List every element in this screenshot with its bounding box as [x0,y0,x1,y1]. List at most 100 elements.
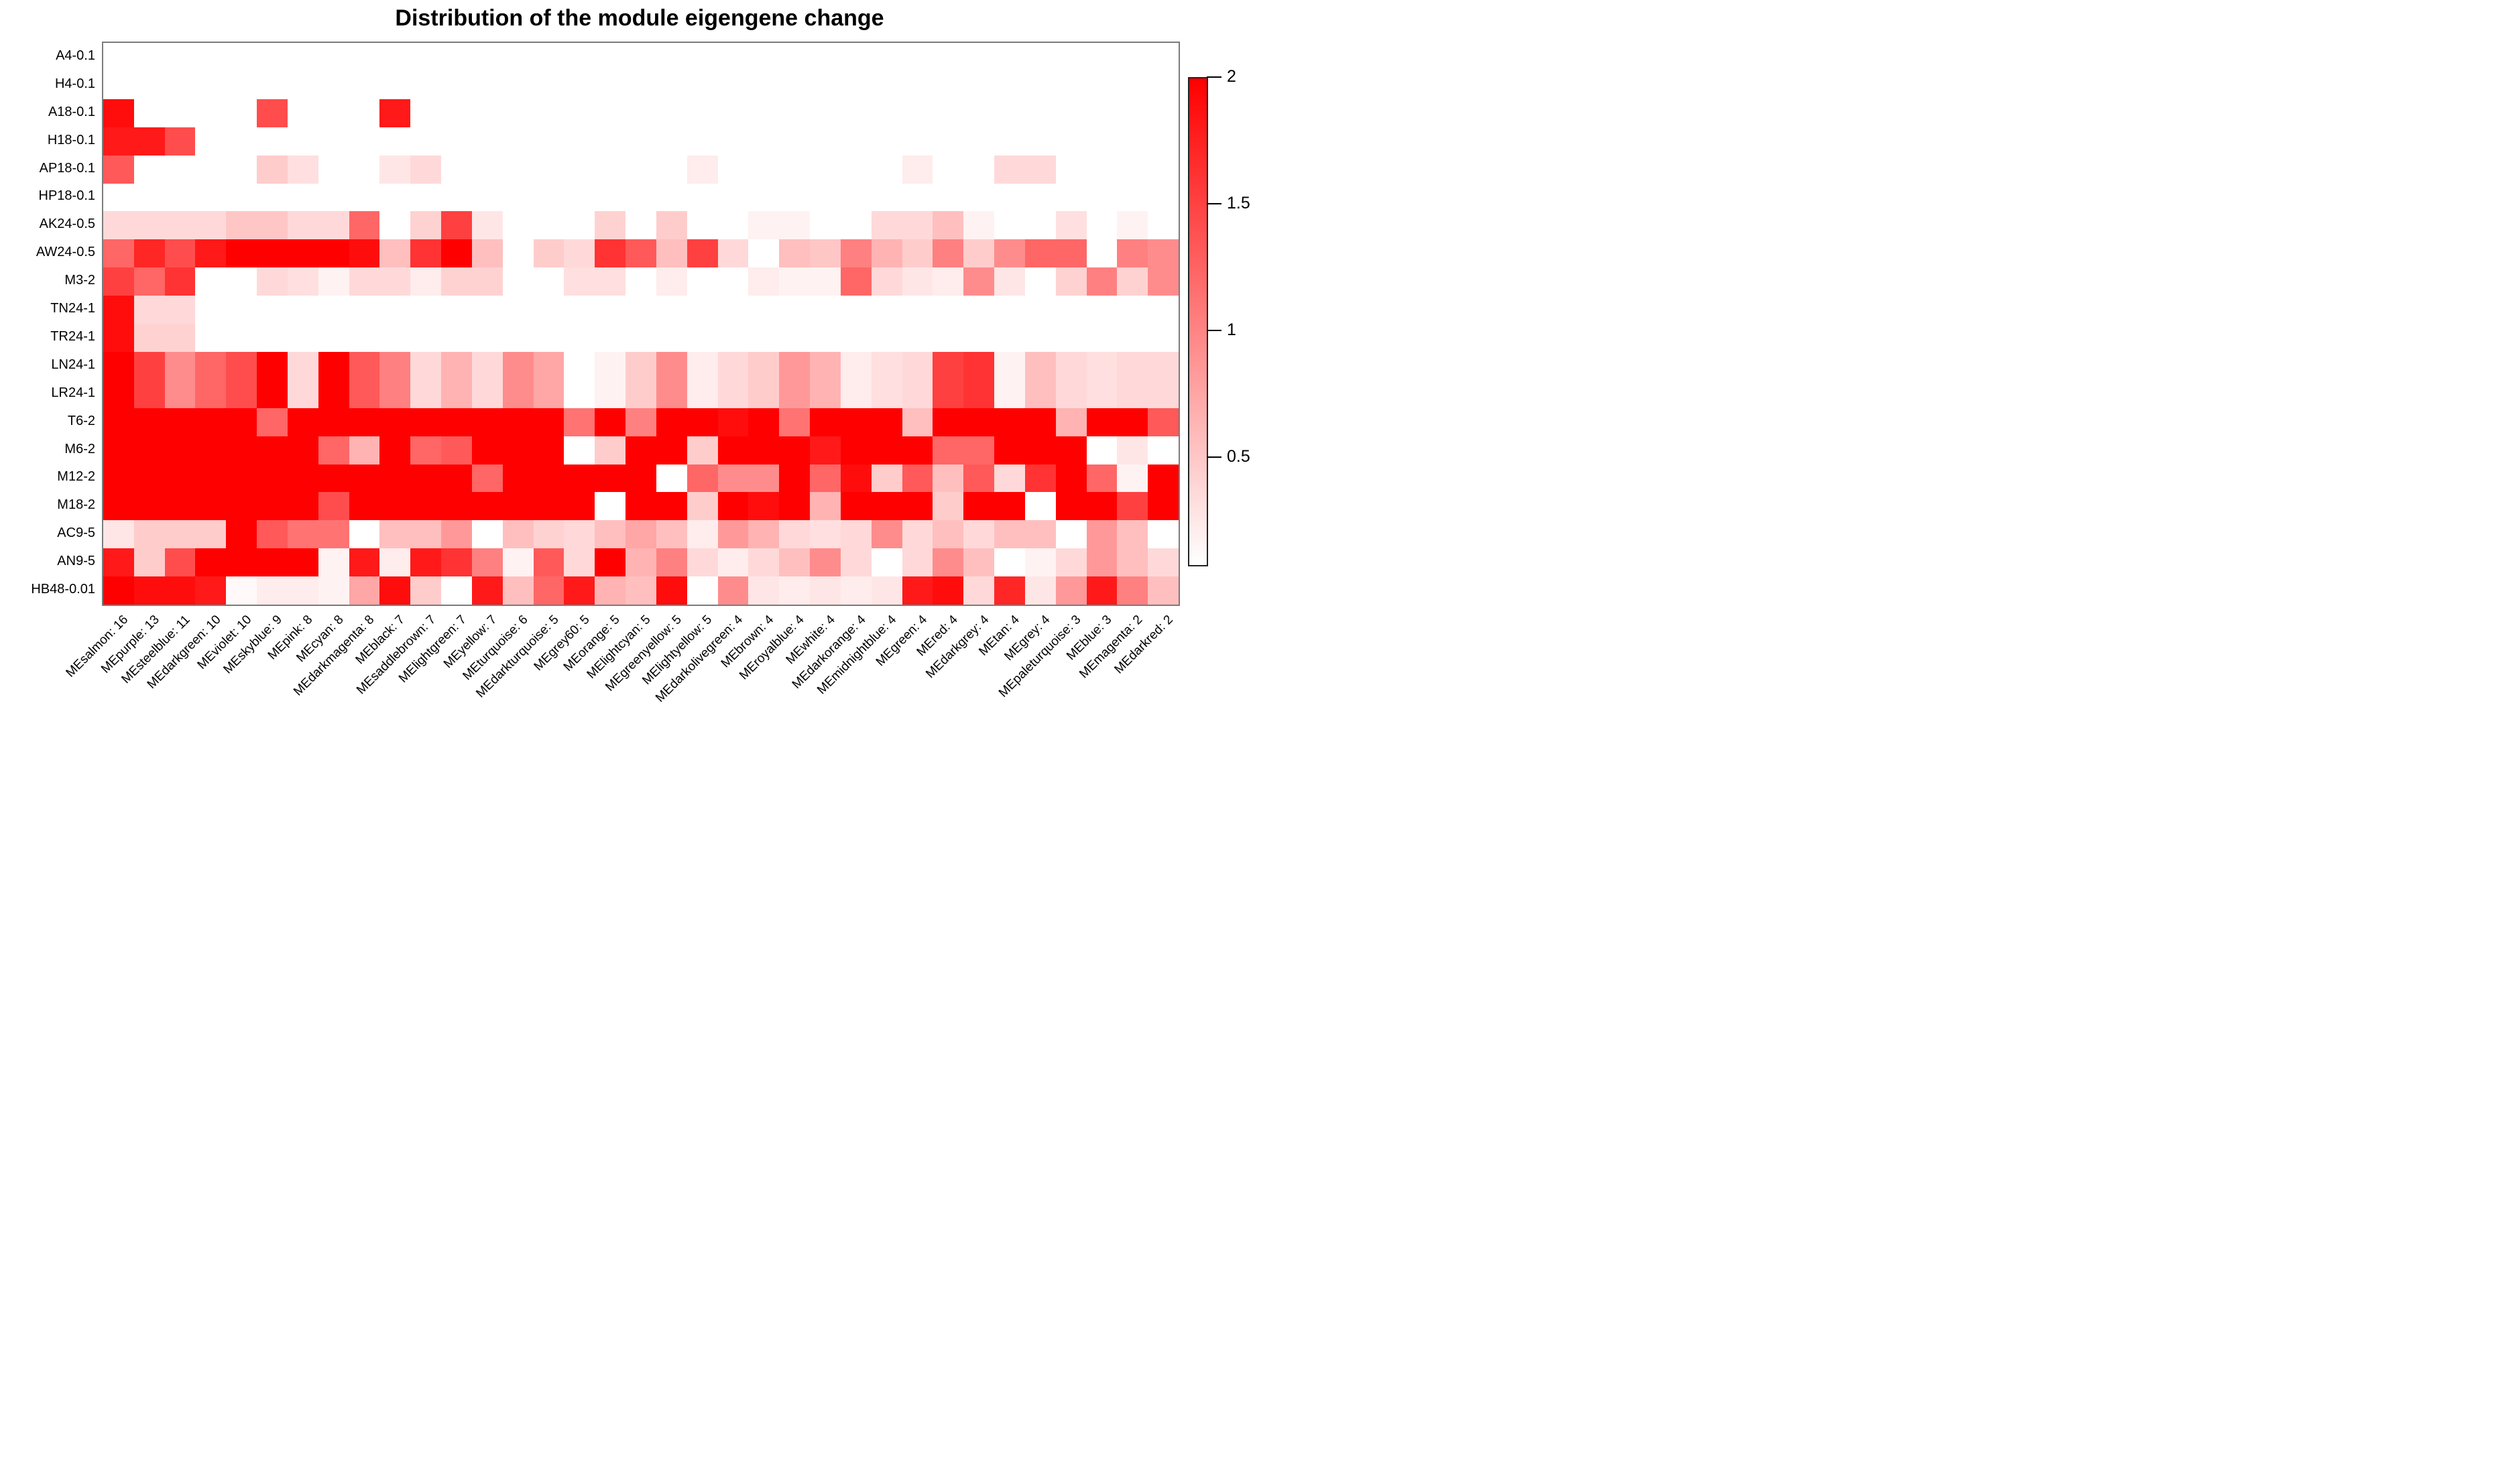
heatmap-cell [871,324,902,352]
heatmap-cell [164,267,196,296]
heatmap-cell [103,576,134,605]
heatmap-cell [471,436,503,465]
heatmap-cell [840,43,872,71]
heatmap-cell [595,183,626,212]
heatmap-cell [1117,436,1148,465]
heatmap-cell [195,43,227,71]
heatmap-cell [748,155,780,184]
heatmap-cell [164,520,196,549]
heatmap-cell [656,520,687,549]
heatmap-cell [994,436,1025,465]
heatmap-cell [103,70,134,99]
heatmap-cell [502,239,534,268]
heatmap-cell [195,324,227,352]
heatmap-cell [164,379,196,408]
heatmap-cell [133,267,165,296]
heatmap-cell [410,379,442,408]
heatmap-cell [379,127,411,156]
heatmap-cell [717,296,749,324]
y-axis-label: A18-0.1 [48,104,95,119]
heatmap-cell [257,520,288,549]
heatmap-cell [1055,576,1087,605]
heatmap-cell [1086,576,1118,605]
heatmap-cell [1024,492,1056,521]
heatmap-cell [933,127,964,156]
heatmap-cell [994,43,1025,71]
heatmap-cell [748,127,780,156]
heatmap-cell [1148,99,1179,127]
heatmap-cell [195,155,227,184]
heatmap-cell [656,324,687,352]
heatmap-cell [533,520,564,549]
heatmap-cell [595,576,626,605]
heatmap-cell [625,155,656,184]
heatmap-cell [379,99,411,127]
heatmap-cell [963,379,995,408]
heatmap-cell [164,324,196,352]
heatmap-cell [1055,492,1087,521]
heatmap-cell [871,408,902,436]
heatmap-cell [564,127,595,156]
heatmap-cell [164,239,196,268]
heatmap-cell [1117,548,1148,577]
heatmap-cell [1055,408,1087,436]
y-axis-label: TN24-1 [50,301,95,316]
heatmap-cell [1117,576,1148,605]
heatmap-cell [349,548,380,577]
heatmap-cell [871,548,902,577]
heatmap-cell [195,351,227,380]
heatmap-cell [287,379,318,408]
heatmap-cell [133,296,165,324]
heatmap-cell [287,43,318,71]
heatmap-cell [471,70,503,99]
heatmap-cell [656,351,687,380]
heatmap-cell [687,267,718,296]
heatmap-cell [410,296,442,324]
heatmap-cell [1148,324,1179,352]
colorbar-tick-mark [1207,76,1221,78]
heatmap-cell [564,436,595,465]
heatmap-cell [1117,155,1148,184]
heatmap-cell [595,520,626,549]
heatmap-cell [226,70,257,99]
heatmap-cell [533,576,564,605]
heatmap-cell [933,436,964,465]
chart-canvas: Distribution of the module eigengene cha… [0,0,1253,742]
heatmap-cell [1148,296,1179,324]
heatmap-cell [133,70,165,99]
heatmap-cell [779,296,811,324]
heatmap-cell [595,70,626,99]
heatmap-cell [1055,43,1087,71]
heatmap-cell [1055,155,1087,184]
heatmap-cell [963,99,995,127]
heatmap-cell [748,99,780,127]
heatmap-cell [840,324,872,352]
heatmap-cell [1148,492,1179,521]
heatmap-cell [195,127,227,156]
heatmap-cell [994,296,1025,324]
heatmap-cell [717,267,749,296]
heatmap-cell [502,183,534,212]
heatmap-cell [687,520,718,549]
heatmap-cell [871,576,902,605]
heatmap-cell [902,183,933,212]
heatmap-cell [717,576,749,605]
heatmap-cell [687,324,718,352]
heatmap-cell [195,520,227,549]
heatmap-cell [933,324,964,352]
heatmap-cell [349,155,380,184]
heatmap-cell [871,296,902,324]
heatmap-cell [1086,155,1118,184]
heatmap-cell [871,464,902,493]
heatmap-cell [1148,408,1179,436]
heatmap-cell [810,520,841,549]
heatmap-cell [963,127,995,156]
heatmap-cell [164,408,196,436]
heatmap-cell [257,127,288,156]
heatmap-cell [349,576,380,605]
heatmap-cell [164,43,196,71]
colorbar-gradient [1189,78,1207,565]
heatmap-cell [779,408,811,436]
heatmap-cell [871,520,902,549]
heatmap-cell [1148,576,1179,605]
